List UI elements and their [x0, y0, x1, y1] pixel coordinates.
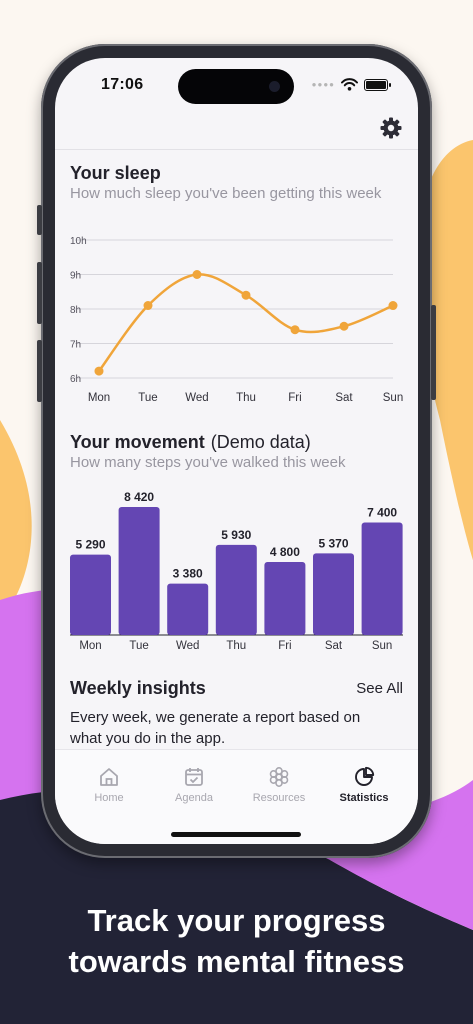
x-tick-label: Thu	[226, 640, 246, 652]
power-button	[431, 305, 436, 400]
steps-bar	[215, 544, 257, 635]
signal-icon: ●●●●	[311, 80, 335, 89]
x-tick-label: Wed	[185, 392, 208, 404]
x-tick-label: Sat	[335, 392, 353, 404]
tab-home[interactable]: Home	[66, 766, 152, 804]
y-tick-label: 8h	[70, 305, 81, 316]
steps-bar	[167, 583, 209, 635]
bar-value-label: 3 380	[173, 567, 203, 581]
bar-value-label: 8 420	[124, 490, 154, 504]
volume-up-button	[37, 262, 42, 324]
steps-bar	[264, 562, 306, 635]
sleep-subtitle: How much sleep you've been getting this …	[70, 185, 382, 202]
bar-value-label: 5 930	[221, 528, 251, 542]
tab-resources[interactable]: Resources	[236, 766, 322, 804]
calendar-icon	[185, 768, 203, 786]
tab-resources-label: Resources	[252, 792, 306, 804]
flower-icon	[269, 766, 289, 788]
status-time: 17:06	[101, 76, 144, 93]
tab-agenda-label: Agenda	[175, 792, 213, 804]
steps-bar	[361, 522, 403, 635]
wifi-icon	[341, 78, 358, 91]
y-tick-label: 9h	[70, 271, 81, 282]
home-indicator	[171, 832, 301, 837]
x-tick-label: Wed	[176, 640, 199, 652]
bar-value-label: 4 800	[270, 545, 300, 559]
steps-bar	[313, 553, 354, 635]
y-tick-label: 6h	[70, 374, 81, 385]
steps-bar	[118, 507, 160, 635]
x-tick-label: Sun	[383, 392, 403, 404]
demo-data-label: (Demo data)	[210, 432, 311, 452]
tab-bar: Home Agenda Resour	[55, 749, 418, 844]
y-tick-label: 10h	[70, 236, 87, 247]
x-tick-label: Thu	[236, 392, 256, 404]
bar-value-label: 7 400	[367, 506, 397, 520]
x-tick-label: Mon	[88, 392, 110, 404]
sleep-data-point	[339, 321, 349, 331]
steps-bar	[70, 554, 111, 635]
sleep-data-point	[241, 290, 251, 300]
battery-icon	[364, 78, 391, 91]
y-tick-label: 7h	[70, 340, 81, 351]
tab-statistics-label: Statistics	[339, 792, 389, 804]
settings-gear-icon[interactable]	[379, 116, 403, 140]
x-tick-label: Fri	[278, 640, 291, 652]
x-tick-label: Tue	[129, 640, 148, 652]
sleep-data-point	[94, 366, 104, 376]
insights-description: Every week, we generate a report based o…	[70, 709, 361, 747]
sleep-data-point	[388, 301, 398, 311]
volume-down-button	[37, 340, 42, 402]
sleep-series-line	[97, 273, 394, 372]
promo-caption: Track your progress towards mental fitne…	[0, 900, 473, 982]
app-screen: 17:06 ●●●● Your sleep How much sleep you…	[55, 58, 418, 844]
sleep-title: Your sleep	[70, 163, 161, 183]
home-icon	[100, 768, 118, 786]
tab-statistics[interactable]: Statistics	[321, 766, 407, 804]
bar-value-label: 5 370	[318, 536, 348, 550]
tab-agenda[interactable]: Agenda	[151, 766, 237, 804]
x-tick-label: Fri	[288, 392, 301, 404]
see-all-link[interactable]: See All	[356, 680, 403, 697]
caption-line-2: towards mental fitness	[68, 944, 405, 979]
sleep-data-point	[290, 325, 300, 335]
bar-value-label: 5 290	[75, 538, 105, 552]
header-divider	[55, 149, 418, 150]
sleep-line-chart: 6h 7h 8h 9h 10h Mon Tue Wed Thu Fri Sat Sun	[70, 236, 403, 404]
tab-home-label: Home	[94, 792, 124, 804]
movement-title: Your movement (Demo data)	[70, 432, 311, 452]
status-icons: ●●●●	[311, 78, 391, 91]
x-tick-label: Sat	[325, 640, 343, 652]
caption-line-1: Track your progress	[87, 903, 386, 938]
x-tick-label: Sun	[372, 640, 392, 652]
movement-subtitle: How many steps you've walked this week	[70, 454, 346, 471]
insights-title: Weekly insights	[70, 678, 206, 698]
dynamic-island	[178, 69, 294, 104]
x-tick-label: Tue	[138, 392, 157, 404]
x-tick-label: Mon	[79, 640, 101, 652]
sleep-data-point	[192, 270, 202, 279]
mute-switch	[37, 205, 42, 235]
steps-bar-chart: 5 290 Mon 8 420 Tue 3 380 Wed 5 930 Thu 4 800 Fri…	[70, 490, 403, 652]
pie-chart-icon	[355, 766, 375, 786]
sleep-data-point	[143, 301, 153, 311]
